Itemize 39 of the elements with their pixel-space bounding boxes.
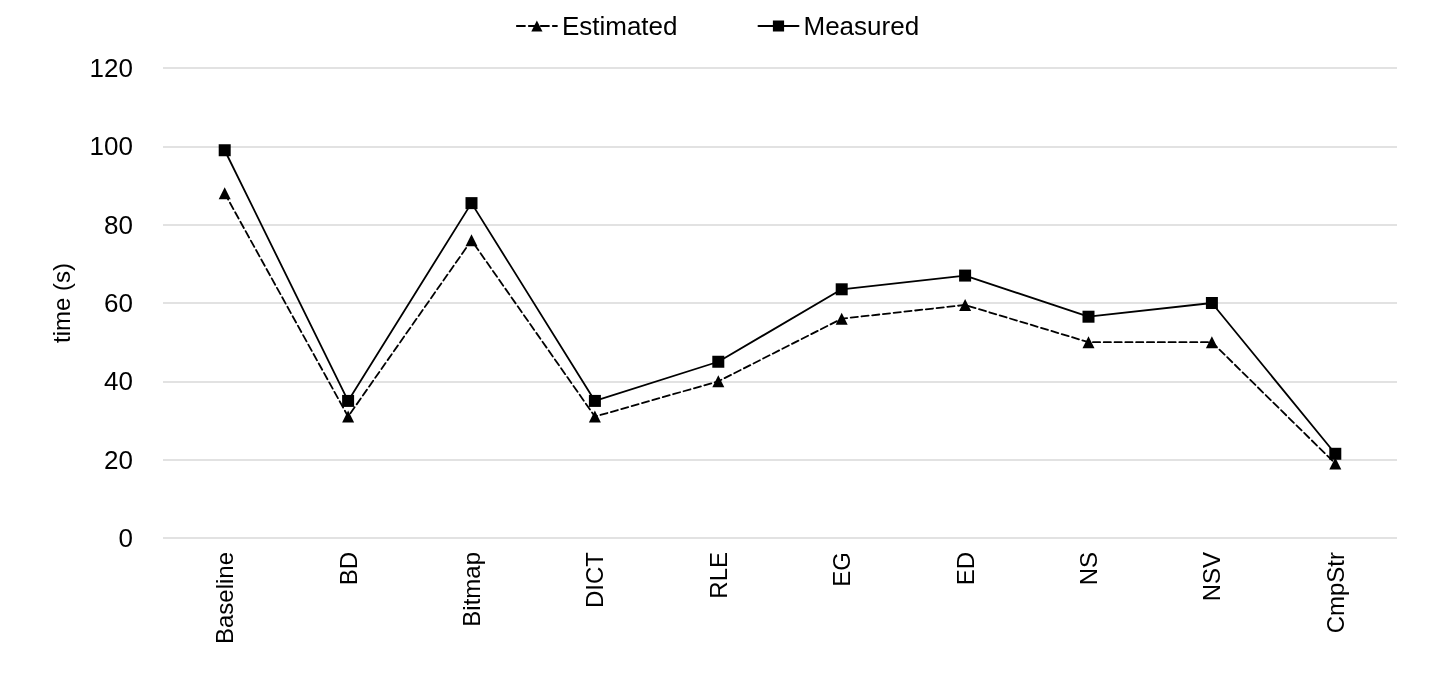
point — [465, 197, 478, 210]
point — [712, 355, 725, 368]
x-tick-label: BD — [334, 552, 362, 586]
y-tick-label: 20 — [104, 444, 133, 475]
point — [342, 394, 355, 407]
point — [342, 410, 355, 423]
point — [1329, 447, 1342, 460]
point — [959, 298, 972, 311]
point — [959, 269, 972, 282]
x-tick-label: DICT — [581, 551, 609, 608]
y-tick-label: 60 — [104, 288, 133, 318]
x-tick-label: EG — [828, 552, 856, 587]
x-tick-label: CmpStr — [1321, 552, 1349, 634]
point — [588, 410, 601, 423]
x-tick-label: NSV — [1198, 552, 1226, 602]
x-tick-label: Bitmap — [458, 552, 485, 627]
point — [1205, 297, 1218, 309]
y-axis-title: time (s) — [47, 263, 75, 343]
x-tick-label: Baseline — [211, 552, 239, 645]
point — [218, 187, 231, 200]
point — [465, 234, 478, 247]
y-tick-label: 80 — [104, 209, 133, 240]
point — [1205, 336, 1218, 349]
legend-label: Measured — [803, 11, 920, 41]
x-tick-label: NS — [1075, 552, 1102, 586]
point — [835, 283, 848, 296]
legend-label: Estimated — [561, 11, 678, 41]
y-tick-label: 120 — [89, 53, 133, 83]
point — [712, 375, 725, 388]
y-tick-label: 100 — [89, 131, 133, 162]
point — [835, 312, 848, 325]
point — [1082, 310, 1095, 323]
point — [1082, 336, 1095, 349]
point — [218, 144, 231, 157]
x-tick-label: ED — [951, 552, 979, 586]
y-tick-label: 0 — [118, 523, 133, 553]
y-tick-label: 40 — [104, 366, 133, 397]
point — [588, 394, 601, 407]
x-tick-label: RLE — [704, 552, 732, 599]
